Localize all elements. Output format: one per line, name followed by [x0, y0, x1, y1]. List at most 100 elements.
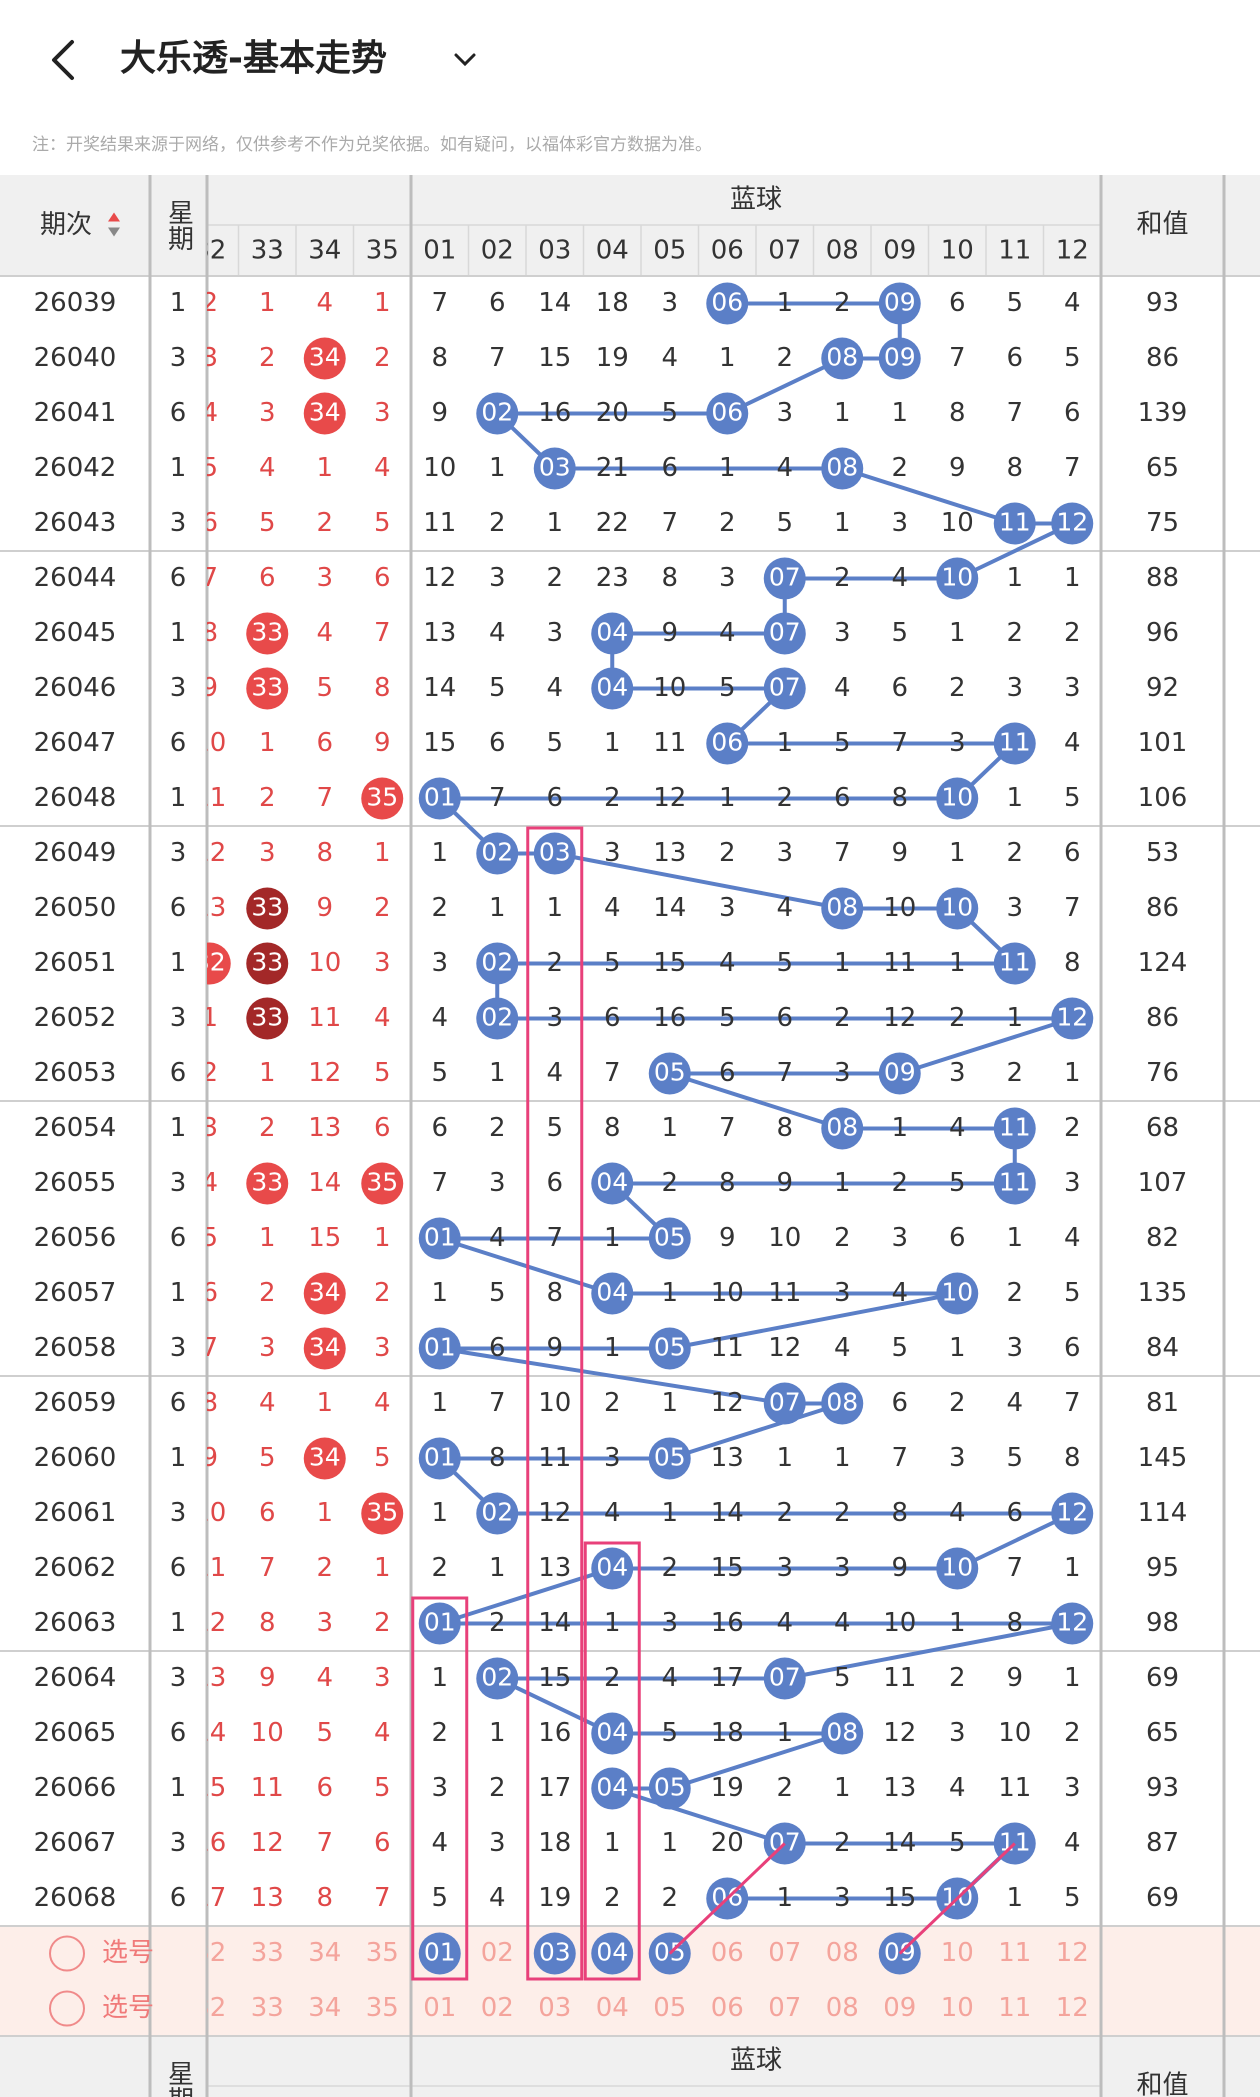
select-number[interactable]: 32	[193, 1993, 226, 2023]
select-number[interactable]: 02	[481, 1938, 514, 1968]
blue-ball	[763, 667, 806, 710]
blue-miss: 10	[883, 1608, 916, 1638]
red-cell: 11	[207, 1553, 226, 1583]
picked-ball[interactable]	[533, 1932, 576, 1975]
select-number[interactable]: 10	[941, 1938, 974, 1968]
blue-miss: 4	[489, 618, 506, 648]
blue-miss: 7	[546, 1223, 563, 1253]
sort-up[interactable]	[108, 212, 120, 222]
red-miss: 5	[316, 673, 333, 703]
blue-miss: 2	[546, 948, 563, 978]
picked-ball-label[interactable]: 04	[596, 1938, 628, 1967]
blue-miss: 17	[538, 1773, 571, 1803]
select-number[interactable]: 09	[883, 1993, 916, 2023]
blue-miss: 3	[489, 1828, 506, 1858]
red-cell: 8	[207, 618, 218, 648]
blue-miss: 18	[538, 1828, 571, 1858]
blue-miss: 6	[546, 783, 563, 813]
blue-ball-label: 05	[654, 1443, 686, 1472]
weekday: 1	[170, 618, 187, 648]
weekday: 6	[170, 563, 187, 593]
blue-miss: 20	[596, 398, 629, 428]
sum: 98	[1146, 1608, 1179, 1638]
red-cell: 7	[374, 618, 391, 648]
red-miss: 4	[374, 453, 391, 483]
red-cell: 2	[374, 893, 391, 923]
select-label[interactable]: 选号	[102, 1993, 154, 2023]
select-number[interactable]: 03	[538, 1993, 571, 2023]
blue-ball	[418, 1327, 461, 1370]
select-number[interactable]: 02	[481, 1993, 514, 2023]
select-number[interactable]: 33	[251, 1993, 284, 2023]
blue-miss: 3	[1064, 1773, 1081, 1803]
select-number[interactable]: 11	[998, 1938, 1031, 1968]
weekday: 1	[170, 783, 187, 813]
select-number[interactable]: 04	[596, 1993, 629, 2023]
select-number[interactable]: 12	[1056, 1993, 1089, 2023]
select-number[interactable]: 12	[1056, 1938, 1089, 1968]
blue-ball-label: 07	[769, 563, 801, 592]
blue-ball	[476, 1657, 519, 1700]
select-toggle[interactable]	[49, 1935, 85, 1972]
select-number[interactable]: 05	[653, 1993, 686, 2023]
period: 26057	[34, 1278, 117, 1308]
picked-ball-label[interactable]: 01	[424, 1938, 456, 1967]
select-toggle[interactable]	[49, 1990, 85, 2027]
red-ball-label: 33	[251, 893, 283, 922]
dropdown[interactable]	[454, 53, 476, 67]
select-number[interactable]: 07	[768, 1938, 801, 1968]
blue-miss: 1	[1064, 1663, 1081, 1693]
picked-ball[interactable]	[591, 1932, 634, 1975]
red-cell: 3	[374, 1333, 391, 1363]
header-bg	[0, 2036, 1260, 2097]
blue-miss: 2	[719, 508, 736, 538]
blue-ball-label: 10	[941, 1553, 973, 1582]
blue-miss: 10	[711, 1278, 744, 1308]
select-number[interactable]: 06	[711, 1993, 744, 2023]
blue-miss: 1	[604, 728, 621, 758]
red-miss: 3	[259, 1333, 276, 1363]
select-number[interactable]: 35	[366, 1993, 399, 2023]
blue-ball	[418, 1437, 461, 1480]
blue-ball	[591, 1162, 634, 1205]
select-number[interactable]: 08	[826, 1938, 859, 1968]
red-ball-label: 34	[309, 1333, 341, 1362]
red-miss: 7	[259, 1553, 276, 1583]
select-number[interactable]: 33	[251, 1938, 284, 1968]
select-label[interactable]: 选号	[102, 1938, 154, 1968]
blue-miss: 6	[1064, 398, 1081, 428]
picked-ball[interactable]	[418, 1932, 461, 1975]
select-number[interactable]: 01	[423, 1993, 456, 2023]
select-number[interactable]: 08	[826, 1993, 859, 2023]
select-number[interactable]: 34	[308, 1938, 341, 1968]
blue-miss: 3	[949, 728, 966, 758]
select-number[interactable]: 32	[193, 1938, 226, 1968]
red-miss: 13	[251, 1883, 284, 1913]
select-number[interactable]: 07	[768, 1993, 801, 2023]
picked-ball-label[interactable]: 03	[539, 1938, 571, 1967]
blue-miss: 2	[834, 1828, 851, 1858]
red-cell: 6	[316, 1773, 333, 1803]
weekday: 3	[170, 1168, 187, 1198]
period-header[interactable]: 期次	[40, 210, 92, 240]
blue-miss: 1	[546, 508, 563, 538]
red-cell: 4	[259, 453, 276, 483]
select-number[interactable]: 11	[998, 1993, 1031, 2023]
back-button[interactable]	[52, 40, 74, 80]
blue-ball	[476, 997, 519, 1040]
select-number[interactable]: 34	[308, 1993, 341, 2023]
blue-miss: 19	[538, 1883, 571, 1913]
select-number[interactable]: 35	[366, 1938, 399, 1968]
blue-miss: 1	[776, 1443, 793, 1473]
blue-miss: 7	[489, 1388, 506, 1418]
red-cell: 11	[207, 783, 226, 813]
blue-miss: 1	[949, 1333, 966, 1363]
blue-miss: 1	[1006, 1223, 1023, 1253]
red-cell: 4	[207, 1168, 218, 1198]
select-number[interactable]: 10	[941, 1993, 974, 2023]
blue-miss: 1	[834, 398, 851, 428]
select-number[interactable]: 06	[711, 1938, 744, 1968]
sort-down[interactable]	[108, 227, 120, 237]
blue-miss: 1	[719, 783, 736, 813]
sum: 86	[1146, 343, 1179, 373]
